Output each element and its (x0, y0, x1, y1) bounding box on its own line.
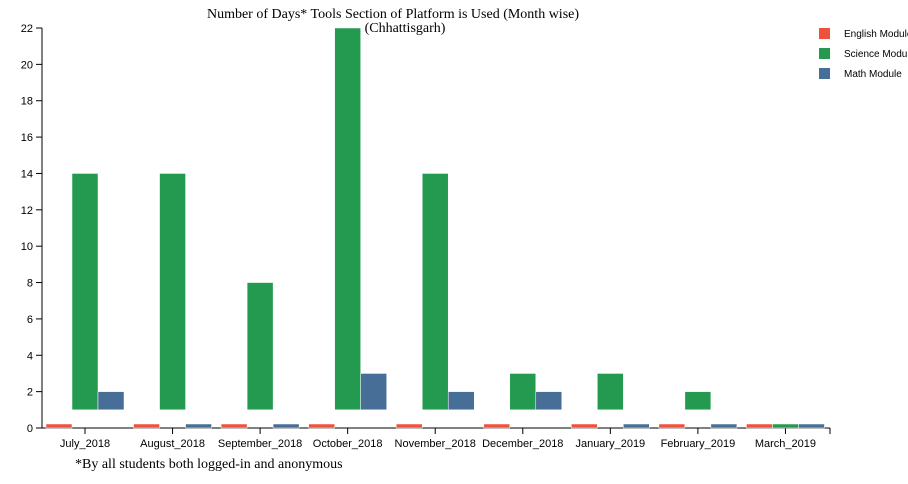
bar-science-march_2019 (772, 423, 799, 429)
y-tick-label: 10 (21, 241, 33, 253)
bar-science-december_2018 (509, 373, 537, 411)
legend-swatch (819, 28, 830, 39)
bar-english-august_2018 (133, 423, 160, 429)
x-tick-label: September_2018 (218, 438, 302, 450)
x-tick-label: October_2018 (313, 438, 383, 450)
legend-swatch (819, 68, 830, 79)
bar-english-september_2018 (220, 423, 248, 429)
bar-math-october_2018 (360, 373, 387, 411)
y-tick-label: 22 (21, 23, 33, 35)
bar-math-august_2018 (185, 423, 212, 429)
bar-english-january_2019 (571, 423, 598, 429)
x-tick-label: November_2018 (395, 438, 476, 450)
y-tick-label: 12 (21, 205, 33, 217)
bar-math-december_2018 (535, 391, 563, 411)
y-tick-label: 16 (21, 132, 33, 144)
legend-swatch (819, 48, 830, 59)
bar-science-september_2018 (246, 282, 274, 411)
legend-label: Science Module (844, 49, 908, 60)
bar-math-november_2018 (447, 391, 475, 411)
legend-label: English Module (844, 29, 908, 40)
x-tick-label: February_2019 (661, 438, 736, 450)
y-tick-label: 0 (27, 423, 33, 435)
bar-science-july_2018 (71, 173, 99, 411)
bar-english-july_2018 (45, 423, 73, 429)
bar-science-august_2018 (159, 173, 186, 411)
bar-english-october_2018 (308, 423, 335, 429)
bar-science-october_2018 (334, 27, 361, 411)
x-tick-label: March_2019 (755, 438, 816, 450)
bar-math-march_2019 (798, 423, 825, 429)
bar-english-march_2019 (746, 423, 773, 429)
chart-title: Number of Days* Tools Section of Platfor… (207, 7, 579, 22)
bar-science-november_2018 (421, 173, 449, 411)
bar-math-july_2018 (97, 391, 125, 411)
legend-label: Math Module (844, 69, 902, 80)
footnote: *By all students both logged-in and anon… (75, 457, 343, 472)
x-tick-label: December_2018 (482, 438, 563, 450)
y-tick-label: 14 (21, 168, 33, 180)
bar-math-january_2019 (623, 423, 650, 429)
y-tick-label: 20 (21, 59, 33, 71)
bar-english-december_2018 (483, 423, 511, 429)
x-axis: July_2018 August_2018 September_2018 Octobe… (42, 427, 831, 450)
bar-math-february_2019 (710, 423, 738, 429)
y-axis: 0 2 4 6 8 10 12 14 16 18 20 22 (21, 23, 43, 435)
bar-english-november_2018 (395, 423, 423, 429)
legend: English Module Science Module Math Module (819, 28, 908, 80)
y-tick-label: 8 (27, 278, 33, 290)
bar-english-february_2019 (658, 423, 686, 429)
x-tick-label: August_2018 (140, 438, 205, 450)
bars (45, 27, 825, 429)
bar-science-january_2019 (597, 373, 624, 411)
bar-science-february_2019 (684, 391, 712, 411)
y-tick-label: 2 (27, 387, 33, 399)
y-tick-label: 6 (27, 314, 33, 326)
bar-math-september_2018 (272, 423, 300, 429)
y-tick-label: 4 (27, 350, 33, 362)
chart-subtitle: (Chhattisgarh) (365, 21, 446, 36)
x-tick-label: July_2018 (60, 438, 110, 450)
y-tick-label: 18 (21, 96, 33, 108)
x-tick-label: January_2019 (575, 438, 645, 450)
